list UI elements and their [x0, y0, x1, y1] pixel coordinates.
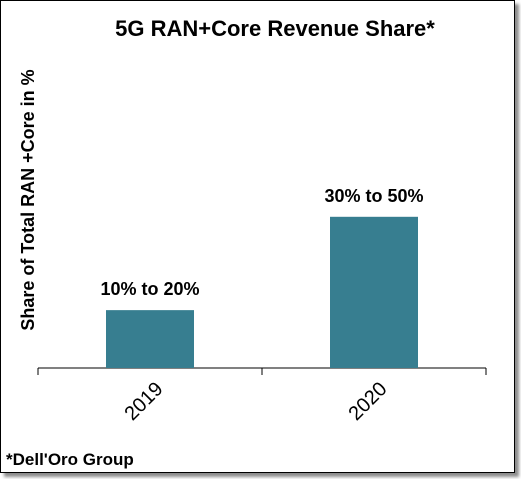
- bar-2020: [330, 216, 418, 368]
- chart-frame: [0, 0, 515, 473]
- data-label-2020: 30% to 50%: [324, 186, 423, 206]
- data-label-2019: 10% to 20%: [100, 279, 199, 299]
- chart-title: 5G RAN+Core Revenue Share*: [115, 16, 435, 41]
- y-axis-label: Share of Total RAN +Core in %: [18, 69, 38, 330]
- x-tick-label-2020: 2020: [345, 378, 392, 425]
- bar-2019: [106, 310, 194, 368]
- source-footnote: *Dell'Oro Group: [6, 450, 134, 469]
- plot-area: 10% to 20% 2019 30% to 50% 2020: [37, 186, 487, 425]
- x-tick-label-2019: 2019: [121, 378, 168, 425]
